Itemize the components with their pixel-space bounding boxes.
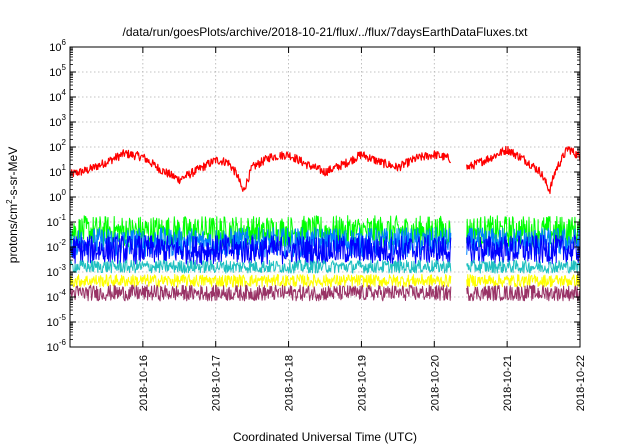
y-tick-label: 104: [49, 88, 66, 104]
y-tick-label: 105: [49, 63, 66, 79]
y-tick-label: 10-6: [47, 338, 67, 354]
y-axis: 10-610-510-410-310-210-11001011021031041…: [47, 38, 580, 354]
y-tick-label: 10-3: [47, 263, 67, 279]
y-tick-base: 10: [49, 117, 61, 129]
y-axis-label-base: protons/cm: [6, 204, 20, 263]
y-tick-base: 10: [47, 342, 59, 354]
y-tick-base: 10: [47, 317, 59, 329]
x-tick-label: 2018-10-22: [575, 355, 587, 411]
y-tick-label: 10-2: [47, 238, 67, 254]
y-tick-exponent: -1: [59, 213, 67, 222]
x-tick-label: 2018-10-21: [502, 355, 514, 411]
y-tick-base: 10: [47, 267, 59, 279]
x-tick-label: 2018-10-20: [429, 355, 441, 411]
y-tick-base: 10: [49, 92, 61, 104]
y-tick-base: 10: [47, 242, 59, 254]
x-tick-label: 2018-10-17: [211, 355, 223, 411]
y-tick-label: 10-5: [47, 313, 67, 329]
y-tick-label: 101: [49, 163, 66, 179]
y-tick-exponent: 1: [62, 163, 67, 172]
y-tick-exponent: 5: [62, 63, 67, 72]
y-tick-label: 10-1: [47, 213, 67, 229]
y-tick-base: 10: [49, 142, 61, 154]
series-line-6: [69, 284, 581, 302]
x-tick-label: 2018-10-16: [138, 355, 150, 411]
x-axis-label: Coordinated Universal Time (UTC): [233, 430, 417, 444]
y-tick-base: 10: [49, 67, 61, 79]
x-tick-label: 2018-10-19: [356, 355, 368, 411]
series-line-4: [69, 259, 581, 274]
chart-title: /data/run/goesPlots/archive/2018-10-21/f…: [123, 25, 529, 39]
y-tick-base: 10: [49, 192, 61, 204]
y-tick-label: 100: [49, 188, 66, 204]
y-tick-exponent: 3: [62, 113, 67, 122]
y-tick-exponent: -5: [59, 313, 67, 322]
y-axis-label: protons/cm2-s-sr-MeV: [5, 147, 20, 263]
y-axis-label-rest: -s-sr-MeV: [6, 147, 20, 200]
y-tick-label: 102: [49, 138, 66, 154]
y-tick-base: 10: [49, 42, 61, 54]
y-tick-exponent: -6: [59, 338, 67, 347]
y-tick-exponent: -4: [59, 288, 67, 297]
y-tick-exponent: -3: [59, 263, 67, 272]
y-tick-label: 10-4: [47, 288, 67, 304]
y-tick-exponent: 2: [62, 138, 67, 147]
y-tick-exponent: 6: [62, 38, 67, 47]
y-tick-exponent: -2: [59, 238, 67, 247]
y-tick-exponent: 0: [62, 188, 67, 197]
series-line-0: [69, 145, 581, 195]
y-tick-exponent: 4: [62, 88, 67, 97]
series-line-5: [69, 273, 581, 288]
y-tick-base: 10: [47, 217, 59, 229]
x-tick-label: 2018-10-18: [284, 355, 296, 411]
series-group: [69, 145, 581, 302]
y-tick-label: 103: [49, 113, 66, 129]
grid: [70, 47, 580, 347]
x-axis: 2018-10-16 2018-10-17 2018-10-18 2018-10-19…: [138, 47, 587, 411]
series-line-3: [69, 234, 581, 265]
y-tick-label: 106: [49, 38, 66, 54]
y-tick-base: 10: [47, 292, 59, 304]
y-tick-base: 10: [49, 167, 61, 179]
y-axis-label-superscript: 2: [5, 199, 14, 204]
